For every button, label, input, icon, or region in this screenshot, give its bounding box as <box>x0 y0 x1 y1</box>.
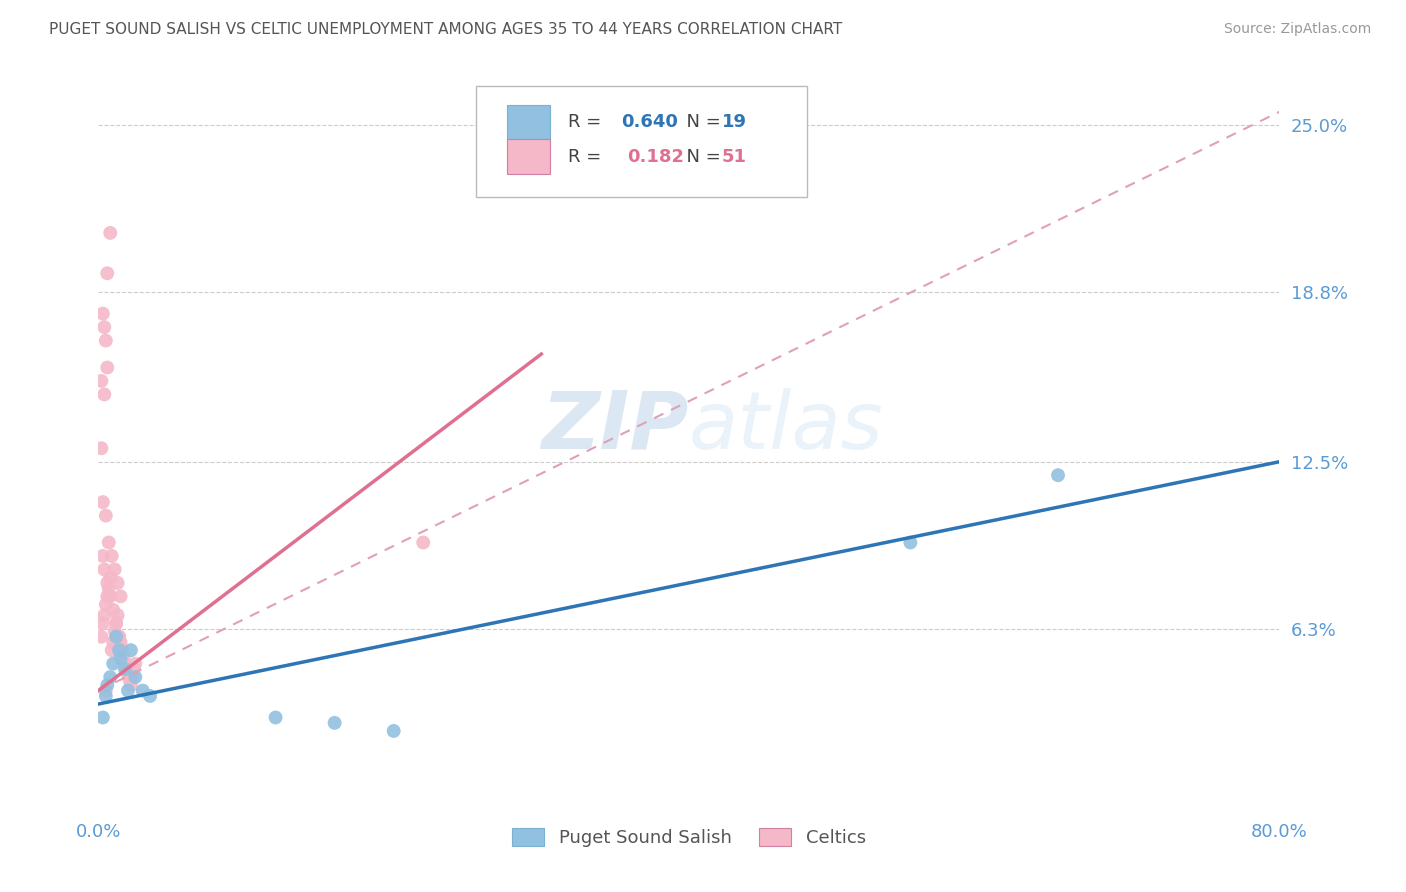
Point <box>114 662 136 676</box>
Point <box>94 689 117 703</box>
Text: Source: ZipAtlas.com: Source: ZipAtlas.com <box>1223 22 1371 37</box>
Point <box>93 387 115 401</box>
Point <box>114 657 136 671</box>
Point <box>117 683 139 698</box>
Point <box>96 590 118 604</box>
Point <box>93 608 115 623</box>
Point <box>90 374 112 388</box>
Text: atlas: atlas <box>689 388 884 466</box>
Point <box>120 643 142 657</box>
Point <box>100 549 122 563</box>
Text: R =: R = <box>568 112 607 131</box>
Point <box>100 643 122 657</box>
Point <box>105 616 128 631</box>
Point <box>96 360 118 375</box>
Point <box>108 643 131 657</box>
Text: R =: R = <box>568 147 613 166</box>
Point <box>103 657 125 671</box>
Point <box>122 662 145 676</box>
Point <box>112 651 135 665</box>
Point <box>97 535 120 549</box>
Point <box>110 590 132 604</box>
Point <box>91 710 114 724</box>
Point <box>110 635 132 649</box>
Text: 0.182: 0.182 <box>627 147 685 166</box>
Point <box>90 442 112 456</box>
Point <box>105 630 128 644</box>
Text: N =: N = <box>675 112 727 131</box>
Point <box>115 662 138 676</box>
Point <box>96 575 118 590</box>
Point <box>382 723 405 738</box>
Point <box>132 683 155 698</box>
Point <box>96 678 118 692</box>
Point <box>91 495 114 509</box>
Point <box>117 667 139 681</box>
Point <box>1046 468 1070 483</box>
Point <box>124 657 146 671</box>
Point <box>105 616 128 631</box>
Point <box>91 616 114 631</box>
Point <box>108 630 131 644</box>
Point <box>124 670 146 684</box>
Point <box>111 643 134 657</box>
Point <box>264 710 287 724</box>
Point <box>94 683 117 698</box>
Point <box>114 657 136 671</box>
Point <box>111 643 134 657</box>
Text: 51: 51 <box>723 147 747 166</box>
Text: 0.640: 0.640 <box>621 112 679 131</box>
Point <box>104 624 127 639</box>
Point <box>121 670 143 684</box>
Legend: Puget Sound Salish, Celtics: Puget Sound Salish, Celtics <box>505 821 873 855</box>
FancyBboxPatch shape <box>508 139 550 174</box>
Point <box>97 581 120 595</box>
Text: N =: N = <box>675 147 727 166</box>
Point <box>91 307 114 321</box>
Point <box>103 635 125 649</box>
Point <box>104 562 127 576</box>
Point <box>412 535 434 549</box>
Point <box>108 630 131 644</box>
Point <box>120 678 142 692</box>
Point <box>93 562 115 576</box>
Text: 19: 19 <box>723 112 747 131</box>
Point <box>98 590 121 604</box>
Point <box>94 334 117 348</box>
Point <box>900 535 922 549</box>
Point <box>323 715 346 730</box>
Point <box>98 226 121 240</box>
Point <box>139 689 162 703</box>
Point <box>107 608 129 623</box>
FancyBboxPatch shape <box>508 104 550 139</box>
Point <box>98 570 121 584</box>
Point <box>103 603 125 617</box>
Text: PUGET SOUND SALISH VS CELTIC UNEMPLOYMENT AMONG AGES 35 TO 44 YEARS CORRELATION : PUGET SOUND SALISH VS CELTIC UNEMPLOYMEN… <box>49 22 842 37</box>
Point <box>96 266 118 280</box>
Point <box>91 549 114 563</box>
Point <box>94 598 117 612</box>
Text: ZIP: ZIP <box>541 388 689 466</box>
Point <box>110 651 132 665</box>
Point <box>98 670 121 684</box>
FancyBboxPatch shape <box>477 87 807 197</box>
Point <box>107 575 129 590</box>
Point <box>90 630 112 644</box>
Point <box>93 320 115 334</box>
Point <box>94 508 117 523</box>
Point <box>118 673 141 687</box>
